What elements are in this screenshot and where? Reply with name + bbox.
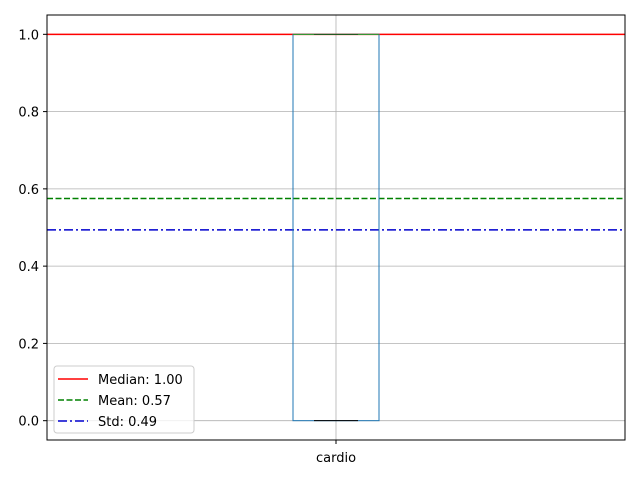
legend-label-std: Std: 0.49	[98, 415, 157, 430]
box-group	[292, 33, 380, 422]
legend-item-mean: Mean: 0.57	[58, 394, 171, 409]
legend-label-median: Median: 1.00	[98, 373, 183, 388]
y-tick-label-0: 0.0	[18, 415, 39, 430]
legend-label-mean: Mean: 0.57	[98, 394, 171, 409]
legend: Median: 1.00 Mean: 0.57 Std: 0.49	[53, 365, 195, 434]
y-tick-label-3: 0.6	[18, 183, 39, 198]
y-tick-label-5: 1.0	[18, 28, 39, 43]
y-tick-label-2: 0.4	[18, 260, 39, 275]
axis-ticks: 0.0 0.2 0.4 0.6 0.8 1.0 cardio	[18, 28, 356, 466]
y-tick-label-4: 0.8	[18, 106, 39, 121]
legend-frame	[53, 365, 195, 434]
legend-item-std: Std: 0.49	[58, 415, 157, 430]
x-tick-label-0: cardio	[316, 451, 356, 466]
y-tick-label-1: 0.2	[18, 337, 39, 352]
legend-item-median: Median: 1.00	[58, 373, 183, 388]
